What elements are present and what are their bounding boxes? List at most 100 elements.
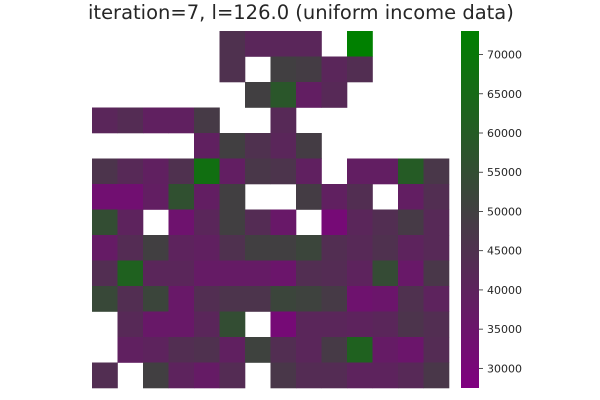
heatmap-cell	[194, 209, 220, 236]
heatmap-cell	[296, 56, 322, 83]
heatmap-cell	[296, 158, 322, 185]
heatmap-cell	[92, 209, 118, 236]
colorbar-tick-label: 60000	[487, 127, 522, 140]
heatmap-cell	[296, 235, 322, 261]
colorbar-tick-label: 30000	[487, 362, 522, 375]
heatmap-cell	[194, 133, 220, 159]
heatmap-cell	[194, 235, 220, 261]
heatmap-cell	[398, 209, 424, 236]
heatmap-cell	[423, 362, 450, 389]
heatmap-cell	[296, 133, 322, 159]
heatmap-cell	[398, 311, 424, 338]
heatmap-cell	[168, 260, 195, 287]
heatmap-cell	[168, 286, 195, 312]
heatmap-cell	[92, 158, 118, 185]
heatmap-cell	[270, 82, 297, 108]
heatmap-cell	[194, 107, 220, 134]
colorbar-tick-label: 65000	[487, 88, 522, 101]
heatmap-cell	[245, 286, 271, 312]
colorbar-tick-label: 50000	[487, 205, 522, 218]
heatmap-cell	[168, 107, 195, 134]
heatmap-cell	[372, 209, 399, 236]
heatmap-cell	[143, 158, 169, 185]
heatmap-cell	[117, 209, 144, 236]
heatmap-cell	[117, 286, 144, 312]
heatmap-cell	[219, 337, 246, 363]
heatmap-cell	[398, 286, 424, 312]
heatmap-cell	[296, 82, 322, 108]
heatmap-cell	[270, 311, 297, 338]
heatmap-cell	[219, 184, 246, 210]
heatmap-cell	[321, 209, 348, 236]
heatmap-cell	[219, 56, 246, 83]
heatmap-cell	[423, 235, 450, 261]
heatmap-cell	[194, 260, 220, 287]
heatmap-cell	[168, 362, 195, 389]
heatmap-cell	[423, 184, 450, 210]
heatmap-cell	[143, 337, 169, 363]
heatmap-cell	[92, 235, 118, 261]
heatmap-cell	[219, 158, 246, 185]
heatmap-cell	[168, 337, 195, 363]
heatmap-cell	[270, 107, 297, 134]
heatmap-cell	[347, 184, 373, 210]
heatmap-cell	[117, 158, 144, 185]
heatmap-cell	[347, 31, 373, 57]
heatmap-cell	[398, 362, 424, 389]
colorbar-tick-label: 55000	[487, 166, 522, 179]
heatmap-cell	[245, 235, 271, 261]
heatmap-cell	[143, 235, 169, 261]
heatmap-cell	[347, 158, 373, 185]
heatmap-cell	[143, 260, 169, 287]
colorbar-tick-label: 45000	[487, 245, 522, 258]
heatmap-cell	[321, 286, 348, 312]
heatmap-cell	[117, 260, 144, 287]
heatmap-cell	[219, 133, 246, 159]
heatmap-cell	[168, 158, 195, 185]
heatmap-cell	[347, 337, 373, 363]
heatmap-cell	[321, 56, 348, 83]
heatmap-cell	[270, 362, 297, 389]
heatmap-cell	[321, 184, 348, 210]
heatmap-cell	[92, 184, 118, 210]
heatmap-cell	[423, 286, 450, 312]
heatmap-cell	[168, 209, 195, 236]
heatmap-cell	[270, 209, 297, 236]
heatmap-cell	[372, 260, 399, 287]
heatmap-cell	[372, 337, 399, 363]
heatmap-cell	[296, 286, 322, 312]
heatmap-cell	[194, 311, 220, 338]
heatmap-cell	[347, 286, 373, 312]
colorbar-ticks: 30000 35000 40000 45000 50000 55000 60000 65000…	[479, 49, 522, 375]
heatmap-cell	[194, 286, 220, 312]
heatmap-cell	[219, 286, 246, 312]
heatmap-cell	[219, 209, 246, 236]
heatmap-cell	[347, 56, 373, 83]
heatmap-cell	[372, 362, 399, 389]
heatmap-cell	[270, 133, 297, 159]
heatmap-cell	[245, 209, 271, 236]
heatmap-cell	[117, 235, 144, 261]
heatmap-cell	[219, 31, 246, 57]
heatmap-cell	[296, 31, 322, 57]
heatmap-cell	[296, 337, 322, 363]
heatmap-cell	[245, 158, 271, 185]
heatmap-cell	[117, 311, 144, 338]
heatmap-cell	[143, 311, 169, 338]
heatmap-cell	[194, 158, 220, 185]
heatmap-cell	[321, 235, 348, 261]
heatmap-cell	[398, 235, 424, 261]
colorbar	[461, 31, 479, 388]
heatmap-cell	[143, 362, 169, 389]
heatmap-cell	[423, 209, 450, 236]
heatmap-cell	[143, 107, 169, 134]
heatmap-cell	[398, 260, 424, 287]
heatmap-cell	[423, 311, 450, 338]
heatmap-cell	[372, 158, 399, 185]
heatmap-cell	[245, 31, 271, 57]
heatmap-cell	[219, 235, 246, 261]
heatmap-cell	[92, 260, 118, 287]
heatmap-cell	[372, 286, 399, 312]
heatmap-cell	[270, 260, 297, 287]
